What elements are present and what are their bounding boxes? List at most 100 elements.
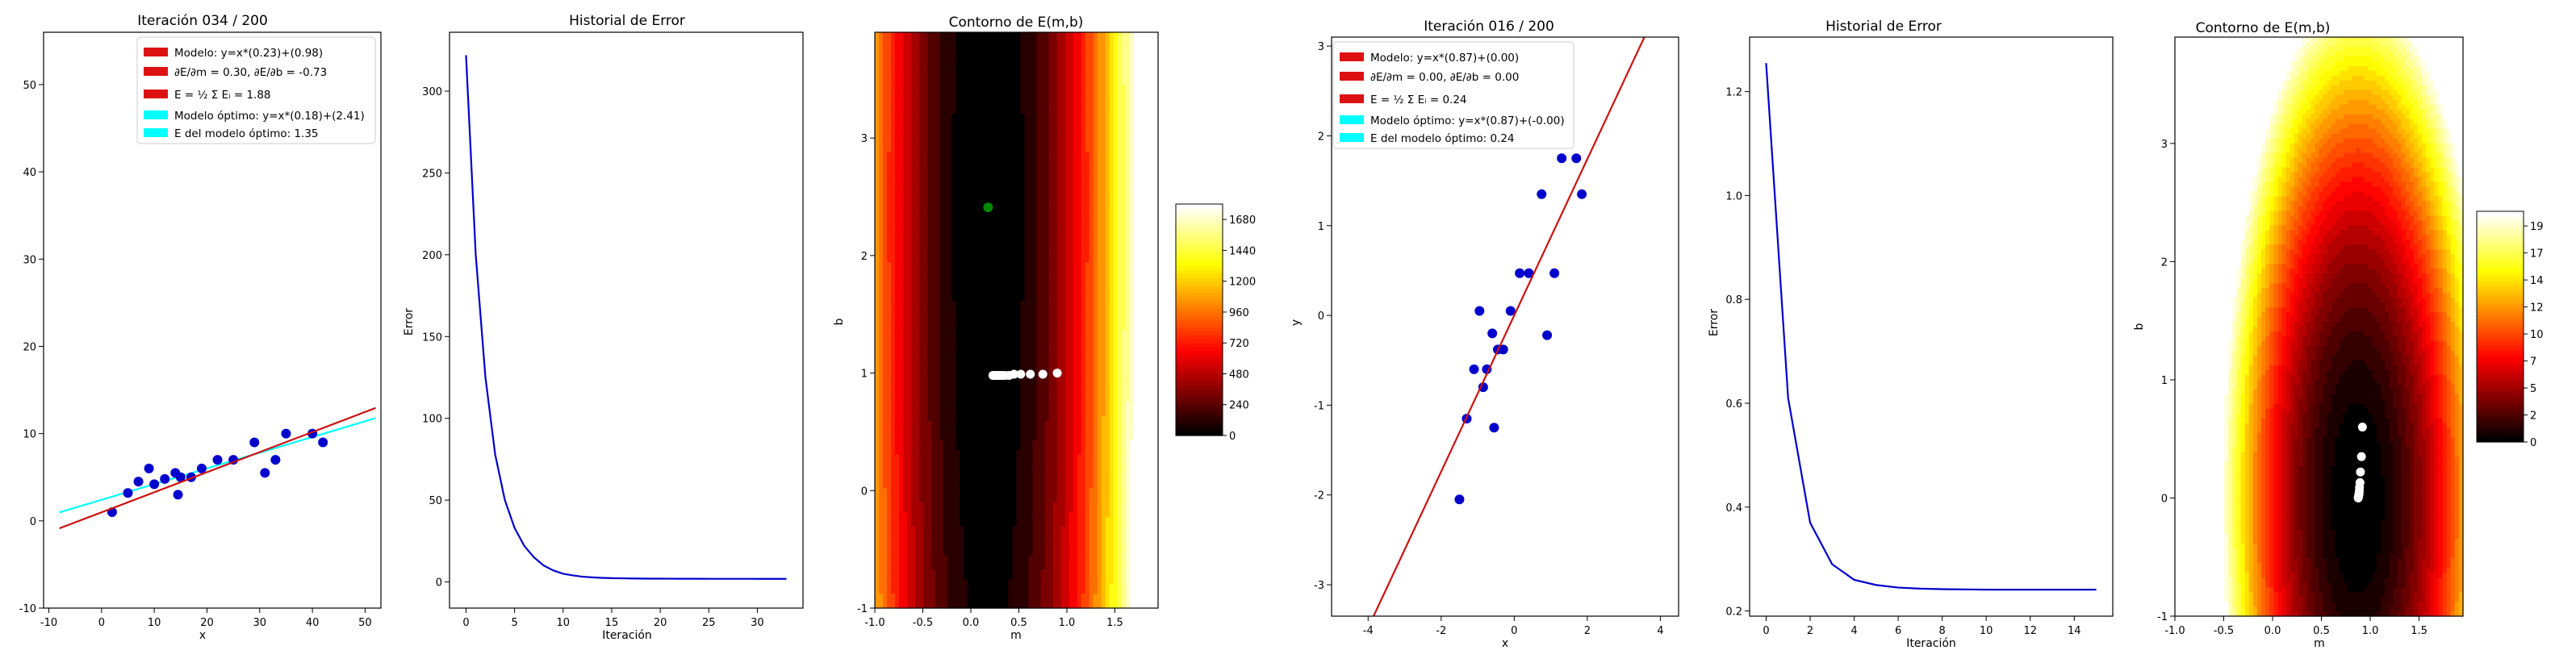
left-contour-cell xyxy=(1000,133,1005,139)
left-contour-cell xyxy=(1037,128,1042,134)
left-contour-cell xyxy=(919,81,924,86)
left-contour-cell xyxy=(1029,359,1034,365)
left-contour-cell xyxy=(915,200,920,206)
left-contour-cell xyxy=(899,340,904,345)
left-contour-cell xyxy=(951,104,956,110)
left-contour-cell xyxy=(935,239,940,244)
left-contour-cell xyxy=(1004,584,1009,590)
left-contour-cell xyxy=(947,76,952,81)
left-contour-cell xyxy=(911,498,916,503)
left-contour-cell xyxy=(943,551,948,556)
left-contour-cell xyxy=(980,248,985,254)
left-contour-cell xyxy=(943,473,948,479)
left-contour-cell xyxy=(907,359,912,365)
left-contour-cell xyxy=(891,330,896,336)
left-contour-cell xyxy=(976,315,981,321)
left-contour-cell xyxy=(1033,325,1038,331)
left-contour-cell xyxy=(968,310,972,316)
left-contour-cell xyxy=(1033,320,1038,326)
left-contour-cell xyxy=(939,512,944,518)
left-contour-cell xyxy=(931,157,936,163)
left-contour-cell xyxy=(923,594,928,599)
left-scatter-legend-label: ∂E/∂m = 0.30, ∂E/∂b = -0.73 xyxy=(174,66,327,79)
left-contour-cell xyxy=(984,349,989,355)
left-contour-cell xyxy=(923,579,928,585)
left-contour-cell xyxy=(903,32,908,38)
left-contour-cell xyxy=(875,167,880,173)
left-contour-cell xyxy=(1025,315,1030,321)
left-contour-cell xyxy=(1021,52,1026,57)
left-contour-cell xyxy=(956,387,960,393)
left-contour-cell xyxy=(879,47,884,52)
left-contour-cell xyxy=(903,248,908,254)
left-contour-cell xyxy=(883,320,888,326)
left-contour-cell xyxy=(895,354,900,360)
left-contour-cell xyxy=(911,81,916,86)
left-contour-cell xyxy=(939,340,944,345)
left-contour-cell xyxy=(1033,229,1038,235)
left-contour-cell xyxy=(915,286,920,292)
left-contour-cell xyxy=(996,258,1001,264)
left-contour-cell xyxy=(939,579,944,585)
left-contour-cell xyxy=(960,364,964,369)
left-contour-cell xyxy=(911,502,916,508)
left-contour-cell xyxy=(1029,128,1034,134)
left-contour-cell xyxy=(951,296,956,302)
left-contour-cell xyxy=(968,162,972,168)
left-contour-cell xyxy=(903,205,908,210)
left-contour-cell xyxy=(927,47,932,52)
left-contour-cell xyxy=(1000,569,1005,575)
left-contour-cell xyxy=(1012,579,1017,585)
left-contour-cell xyxy=(939,253,944,259)
left-contour-cell xyxy=(903,195,908,201)
left-contour-cell xyxy=(960,301,964,306)
left-contour-cell xyxy=(1021,450,1026,456)
left-contour-cell xyxy=(923,42,928,48)
left-contour-cell xyxy=(911,239,916,244)
left-contour-cell xyxy=(1021,190,1026,196)
left-contour-cell xyxy=(1000,315,1005,321)
left-contour-cell xyxy=(915,90,920,95)
left-contour-cell xyxy=(980,109,985,115)
left-contour-cell xyxy=(947,344,952,350)
left-contour-cell xyxy=(1033,512,1038,518)
left-contour-cell xyxy=(1033,493,1038,498)
left-contour-cell xyxy=(972,450,976,456)
left-contour-cell xyxy=(980,273,985,278)
left-contour-cell xyxy=(879,119,884,124)
left-contour-cell xyxy=(891,450,896,456)
left-contour-cell xyxy=(875,579,880,585)
left-contour-cell xyxy=(907,465,912,470)
left-contour-cell xyxy=(951,364,956,369)
left-contour-cell xyxy=(972,315,976,321)
left-contour-cell xyxy=(1008,185,1013,191)
left-contour-cell xyxy=(964,561,968,566)
left-contour-cell xyxy=(980,473,985,479)
left-contour-cell xyxy=(1025,181,1030,186)
left-contour-cell xyxy=(895,349,900,355)
left-contour-cell xyxy=(1029,85,1034,90)
left-contour-cell xyxy=(915,71,920,77)
left-contour-cell xyxy=(1021,215,1026,220)
left-contour-cell xyxy=(903,465,908,470)
left-contour-cell xyxy=(980,148,985,153)
left-contour-cell xyxy=(1012,286,1017,292)
left-contour-cell xyxy=(931,66,936,72)
left-contour-cell xyxy=(895,143,900,148)
left-contour-cell xyxy=(887,81,892,86)
left-contour-cell xyxy=(956,258,960,264)
left-contour-cell xyxy=(988,488,993,494)
left-contour-cell xyxy=(891,478,896,484)
left-contour-cell xyxy=(1000,387,1005,393)
left-contour-cell xyxy=(992,56,997,62)
left-contour-cell xyxy=(1000,483,1005,489)
left-contour-cell xyxy=(992,335,997,340)
left-contour-cell xyxy=(875,551,880,556)
left-contour-cell xyxy=(935,320,940,326)
left-contour-cell xyxy=(927,273,932,278)
left-contour-cell xyxy=(1008,210,1013,215)
left-contour-cell xyxy=(943,478,948,484)
left-contour-cell xyxy=(923,162,928,168)
left-contour-cell xyxy=(919,335,924,340)
left-contour-cell xyxy=(956,574,960,580)
